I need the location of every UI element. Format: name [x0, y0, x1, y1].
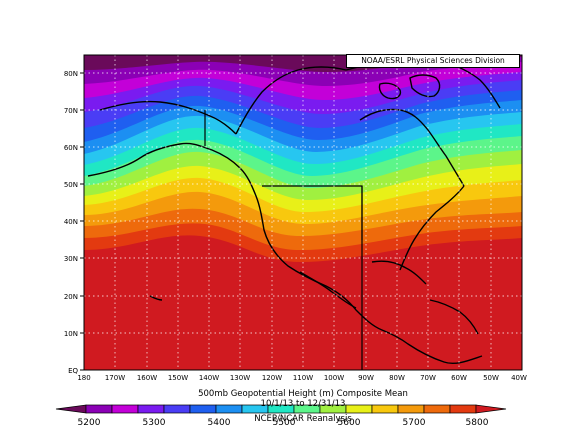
lat-label: EQ — [68, 367, 78, 375]
date-range: 10/1/13 to 12/31/13 — [260, 399, 346, 409]
lon-label: 80W — [389, 374, 405, 382]
map-frame — [83, 54, 523, 371]
lat-label: 80N — [64, 70, 78, 78]
lat-label: 10N — [64, 330, 78, 338]
lon-label: 120W — [262, 374, 282, 382]
colorbar-label: 5800 — [466, 418, 489, 428]
colorbar-arrow-low — [55, 404, 87, 414]
colorbar-label: 5600 — [338, 418, 361, 428]
colorbar-label: 5300 — [143, 418, 166, 428]
lon-label: 140W — [199, 374, 219, 382]
lat-labels: 80N 70N 60N 50N 40N 30N 20N 10N EQ — [64, 70, 79, 375]
colorbar-label: 5700 — [403, 418, 426, 428]
colorbar-label: 5200 — [78, 418, 101, 428]
lon-label: 150W — [168, 374, 188, 382]
lon-label: 60W — [451, 374, 467, 382]
colorbar — [55, 404, 507, 414]
borders — [204, 110, 363, 370]
lat-label: 40N — [64, 218, 78, 226]
lat-label: 50N — [64, 181, 78, 189]
colorbar-labels: 5200 5300 5400 5500 5600 5700 5800 — [78, 418, 489, 428]
graticule — [84, 55, 522, 370]
coastlines — [87, 57, 501, 365]
lon-label: 130W — [230, 374, 250, 382]
lon-label: 170W — [105, 374, 125, 382]
credit-label: NOAA/ESRL Physical Sciences Division — [346, 54, 520, 68]
lon-label: 40W — [511, 374, 527, 382]
lat-label: 20N — [64, 293, 78, 301]
lon-labels: 180 170W 160W 150W 140W 130W 120W 110W 1… — [77, 374, 527, 382]
map-title: 500mb Geopotential Height (m) Composite … — [198, 389, 408, 399]
source-label: NCEP/NCAR Reanalysis — [254, 414, 352, 424]
lon-label: 100W — [324, 374, 344, 382]
lat-label: 60N — [64, 144, 78, 152]
lon-label: 70W — [420, 374, 436, 382]
lat-label: 30N — [64, 255, 78, 263]
lon-label: 160W — [137, 374, 157, 382]
lon-label: 90W — [358, 374, 374, 382]
colorbar-arrow-high — [475, 404, 507, 414]
colorbar-label: 5500 — [273, 418, 296, 428]
colorbar-label: 5400 — [208, 418, 231, 428]
lon-label: 50W — [483, 374, 499, 382]
lon-label: 110W — [293, 374, 313, 382]
ticks — [80, 72, 84, 371]
lon-label: 180 — [77, 374, 90, 382]
lat-label: 70N — [64, 107, 78, 115]
